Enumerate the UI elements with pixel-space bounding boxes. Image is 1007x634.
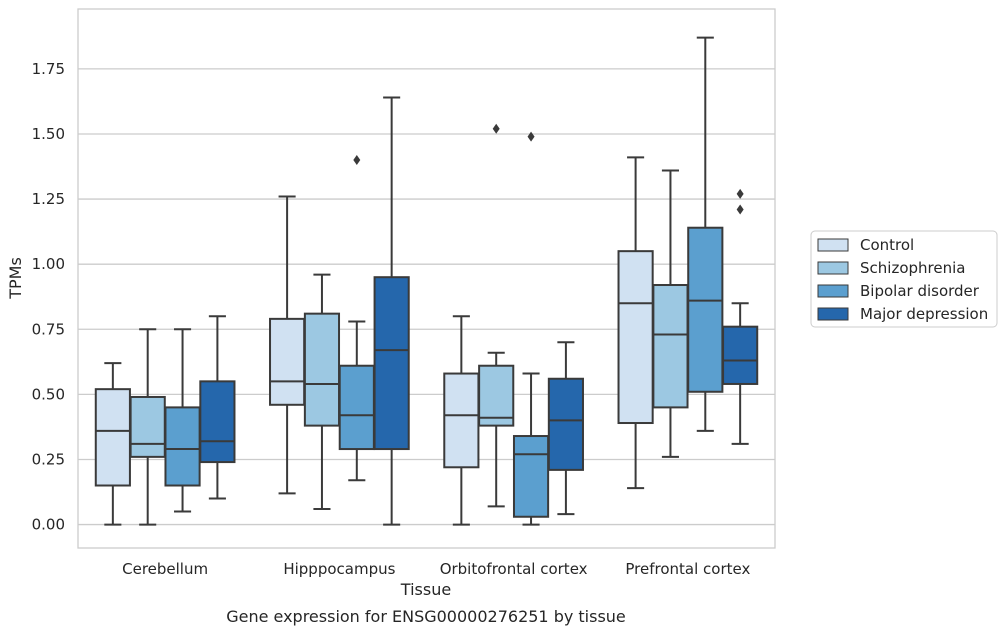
x-axis-label: Tissue [400, 580, 451, 599]
box-control [94, 362, 131, 526]
plot-area [77, 8, 776, 549]
y-tick-label: 0.50 [32, 385, 65, 403]
y-tick-label: 0.75 [32, 320, 65, 338]
legend: Control Schizophrenia Bipolar disorder Majo… [810, 230, 998, 328]
box-control [269, 195, 306, 495]
legend-entry-label: Schizophrenia [860, 259, 965, 277]
x-axis-ticks: Cerebellum Hipppocampus Orbitofrontal cort… [122, 560, 750, 578]
box-body [164, 406, 201, 487]
x-tick-label: Hipppocampus [283, 560, 395, 578]
box-body [303, 312, 341, 427]
box-control [443, 315, 480, 526]
legend-swatch [817, 261, 849, 275]
box-bipolar-disorder [164, 328, 201, 513]
box-body [687, 226, 724, 393]
box-bipolar-disorder [512, 131, 550, 526]
box-major-depression [199, 315, 236, 500]
box-body [129, 395, 166, 458]
chart-caption: Gene expression for ENSG00000276251 by t… [226, 607, 626, 626]
box-body [722, 325, 759, 385]
box-control [617, 156, 654, 490]
y-tick-label: 0.25 [32, 450, 65, 468]
box-body [512, 435, 550, 518]
y-axis-label: TPMs [6, 257, 25, 300]
box-schizophrenia [478, 123, 515, 508]
y-axis-ticks: 0.00 0.25 0.50 0.75 1.00 1.25 1.50 1.75 [32, 60, 65, 534]
outlier-point [736, 204, 744, 215]
legend-swatch [817, 307, 849, 321]
y-tick-label: 1.00 [32, 255, 65, 273]
box-body [478, 364, 515, 427]
outlier-point [527, 131, 535, 142]
outlier-point [492, 123, 500, 134]
legend-entry-label: Bipolar disorder [860, 282, 980, 300]
box-body [547, 377, 584, 471]
outlier-point [736, 188, 744, 199]
box-major-depression [722, 188, 759, 445]
legend-swatch [817, 238, 849, 252]
outlier-point [353, 155, 361, 166]
box-schizophrenia [303, 273, 341, 510]
legend-swatch [817, 284, 849, 298]
box-bipolar-disorder [338, 155, 375, 482]
y-tick-label: 1.75 [32, 60, 65, 78]
box-body [94, 388, 131, 487]
box-major-depression [373, 96, 410, 526]
box-body [338, 364, 375, 451]
box-body [269, 317, 306, 406]
box-body [443, 372, 480, 469]
x-tick-label: Orbitofrontal cortex [440, 560, 588, 578]
y-tick-label: 0.00 [32, 516, 65, 534]
box-schizophrenia [652, 169, 689, 458]
y-tick-label: 1.25 [32, 190, 65, 208]
box-bipolar-disorder [687, 36, 724, 432]
box-body [617, 250, 654, 425]
box-major-depression [547, 341, 584, 516]
box-body [373, 276, 410, 451]
box-schizophrenia [129, 328, 166, 526]
box-body [199, 380, 236, 464]
x-tick-label: Cerebellum [122, 560, 208, 578]
x-tick-label: Prefrontal cortex [625, 560, 750, 578]
y-tick-label: 1.50 [32, 125, 65, 143]
legend-frame [810, 230, 998, 328]
box-series [94, 36, 759, 526]
box-body [652, 284, 689, 409]
legend-entry-label: Control [860, 236, 914, 254]
legend-entry-label: Major depression [860, 305, 988, 323]
